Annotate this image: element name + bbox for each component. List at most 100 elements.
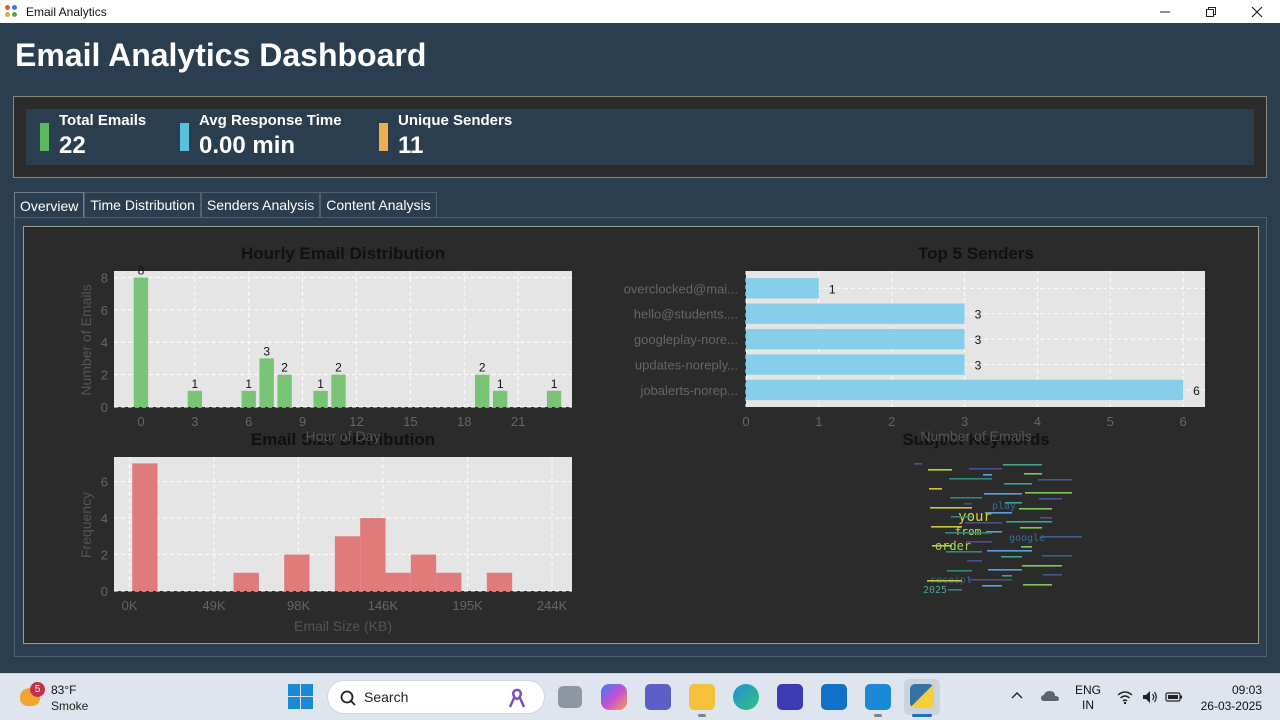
bar-data-label: 1 xyxy=(245,377,252,391)
weather-widget[interactable]: 5 83°F Smoke xyxy=(18,680,108,716)
charts-figure: Hourly Email Distribution Top 5 Senders … xyxy=(23,226,1259,644)
wordcloud-small-word xyxy=(1004,483,1032,485)
maximize-icon xyxy=(1206,6,1216,17)
chart-title-senders: Top 5 Senders xyxy=(918,244,1034,263)
x-tick-label: 6 xyxy=(1180,414,1187,429)
x-tick-label: 18 xyxy=(457,414,471,429)
awareness-ribbon-icon xyxy=(508,688,526,708)
x-tick-label: 0K xyxy=(122,598,138,613)
copilot-icon[interactable] xyxy=(601,684,627,710)
close-icon xyxy=(1251,6,1263,17)
wordcloud-small-word xyxy=(984,493,1022,495)
running-indicator xyxy=(698,714,706,717)
wordcloud-small-word xyxy=(1023,584,1052,586)
x-tick-label: 0 xyxy=(137,414,144,429)
tab-overview[interactable]: Overview xyxy=(14,192,85,218)
wordcloud-small-word xyxy=(914,463,922,465)
onedrive-icon[interactable] xyxy=(1040,689,1060,720)
stat-color-bar xyxy=(40,123,49,151)
minimize-button[interactable] xyxy=(1142,0,1188,23)
hourly-bar xyxy=(133,277,149,407)
tab-time-distribution[interactable]: Time Distribution xyxy=(84,192,201,217)
xlabel-senders: Number of Emails xyxy=(920,428,1031,444)
x-tick-label: 195K xyxy=(452,598,483,613)
wordcloud-small-word xyxy=(951,516,972,518)
bar-data-label: 3 xyxy=(263,344,270,358)
y-tick-label: updates-noreply... xyxy=(635,358,738,373)
wordcloud-small-word xyxy=(987,550,1032,552)
hourly-bar xyxy=(475,374,490,407)
bar-data-label: 2 xyxy=(479,361,486,375)
bar-data-label: 1 xyxy=(497,377,504,391)
app-window: Email Analytics Dashboard Total Emails 2… xyxy=(0,23,1280,673)
wordcloud-small-word xyxy=(969,468,1002,470)
hourly-bar xyxy=(331,374,346,407)
wifi-icon[interactable] xyxy=(1116,689,1134,720)
wordcloud-small-word xyxy=(964,503,972,505)
hourly-bar xyxy=(277,374,292,407)
wordcloud-word: google xyxy=(1009,533,1045,544)
wordcloud-small-word xyxy=(1038,479,1072,481)
sender-bar xyxy=(746,354,965,375)
teams-icon[interactable] xyxy=(645,684,671,710)
battery-icon[interactable] xyxy=(1165,690,1183,720)
clock[interactable]: 09:03 26-03-2025 xyxy=(1196,682,1262,720)
outlook-icon[interactable] xyxy=(821,684,847,710)
y-tick-label: 8 xyxy=(101,270,108,285)
edge-icon[interactable] xyxy=(733,684,759,710)
wordcloud-small-word xyxy=(1043,574,1062,576)
wordcloud-small-word xyxy=(932,545,952,547)
wordcloud-small-word xyxy=(1042,555,1072,557)
x-tick-label: 1 xyxy=(815,414,822,429)
y-tick-label: 0 xyxy=(101,584,108,599)
clock-date: 26-03-2025 xyxy=(1200,699,1262,713)
x-tick-label: 6 xyxy=(245,414,252,429)
taskbar-search[interactable]: Search xyxy=(327,680,545,714)
wordcloud-small-word xyxy=(1003,464,1042,466)
python-icon xyxy=(910,684,934,708)
wordcloud-small-word xyxy=(965,522,1002,524)
hourly-bar xyxy=(313,390,328,407)
wordcloud-word: 2025 xyxy=(923,585,947,596)
wordcloud-small-word xyxy=(1039,498,1062,500)
wordcloud-small-word xyxy=(1005,502,1022,504)
stat-label: Unique Senders xyxy=(398,112,513,129)
stat-color-bar xyxy=(379,123,388,151)
file-explorer-icon[interactable] xyxy=(689,684,715,710)
charts-canvas: Hourly Email Distribution Top 5 Senders … xyxy=(78,244,1205,634)
tab-content-analysis[interactable]: Content Analysis xyxy=(320,192,437,217)
start-button[interactable] xyxy=(288,684,314,710)
y-tick-label: 4 xyxy=(101,511,108,526)
wordcloud-small-word xyxy=(1041,536,1082,538)
bar-data-label: 1 xyxy=(829,282,836,296)
x-tick-label: 49K xyxy=(203,598,226,613)
histogram-bar xyxy=(132,463,158,591)
bar-data-label: 2 xyxy=(335,361,342,375)
bar-data-label: 2 xyxy=(281,361,288,375)
x-tick-label: 21 xyxy=(511,414,525,429)
stats-panel: Total Emails 22 Avg Response Time 0.00 m… xyxy=(13,96,1267,178)
y-tick-label: jobalerts-norep... xyxy=(639,383,738,398)
tray-chevron-up-icon[interactable] xyxy=(1010,688,1024,720)
wordcloud-word: your xyxy=(958,509,992,525)
app-icon-italic-a[interactable] xyxy=(777,684,803,710)
wordcloud-small-word xyxy=(988,569,1022,571)
ylabel-size: Frequency xyxy=(78,492,94,558)
bar-data-label: 1 xyxy=(191,377,198,391)
y-tick-label: hello@students.... xyxy=(634,307,738,322)
maximize-button[interactable] xyxy=(1188,0,1234,23)
x-tick-label: 98K xyxy=(287,598,310,613)
wordcloud-small-word xyxy=(986,531,1002,533)
histogram-bar xyxy=(385,572,411,591)
close-button[interactable] xyxy=(1234,0,1280,23)
language-indicator[interactable]: ENG IN xyxy=(1075,683,1101,720)
task-view-icon[interactable] xyxy=(558,686,582,708)
volume-icon[interactable] xyxy=(1141,689,1159,720)
vscode-icon[interactable] xyxy=(865,684,891,710)
wordcloud-small-word xyxy=(946,551,982,553)
tab-senders-analysis[interactable]: Senders Analysis xyxy=(200,192,321,217)
bar-data-label: 3 xyxy=(975,333,982,347)
y-tick-label: 6 xyxy=(101,303,108,318)
bar-data-label: 6 xyxy=(1193,384,1200,398)
